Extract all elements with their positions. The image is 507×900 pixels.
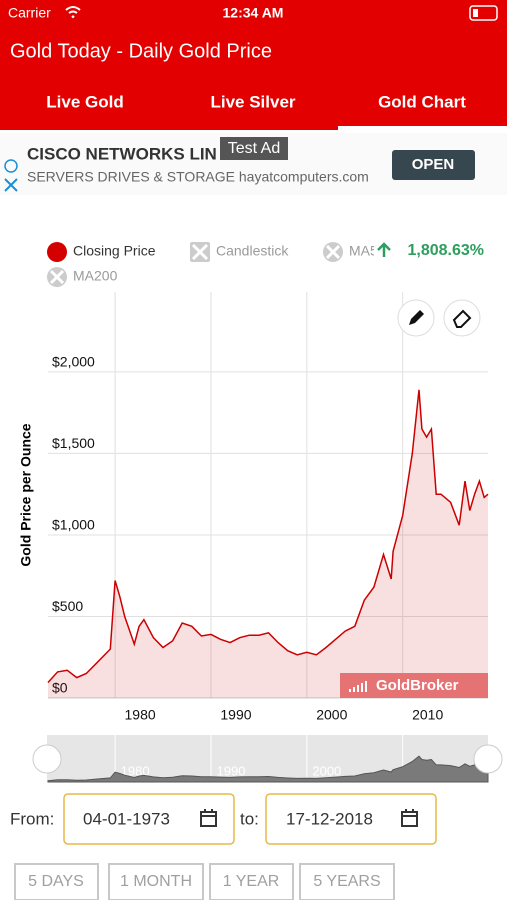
legend-toggle[interactable] <box>323 242 343 262</box>
navigator-area <box>47 755 489 783</box>
x-tick-label: 2010 <box>412 707 443 723</box>
active-tab-indicator <box>338 126 507 130</box>
legend-label[interactable]: Candlestick <box>216 243 289 259</box>
ad-close-icon[interactable] <box>4 178 18 192</box>
from-date[interactable]: 04-01-1973 <box>83 809 170 828</box>
range-button[interactable] <box>209 863 294 900</box>
range-button[interactable] <box>14 863 99 900</box>
x-tick-label: 2000 <box>316 707 347 723</box>
legend-label[interactable]: MA5 <box>349 243 378 259</box>
ad-open-button[interactable] <box>392 150 475 180</box>
area <box>48 389 488 698</box>
y-tick-label: $2,000 <box>52 354 95 370</box>
from-label: From: <box>10 809 54 828</box>
navigator-tick-label: 1980 <box>121 763 150 778</box>
range-button-label[interactable]: 5 DAYS <box>28 873 84 890</box>
x-tick-label: 1980 <box>125 707 156 723</box>
plot: $0 $500 $1,000 $1,500 $2,000 1980 1990 2000 2010 <box>47 292 489 723</box>
change-bg <box>374 240 486 262</box>
range-button-label[interactable]: 1 YEAR <box>223 873 280 890</box>
ad-open-label[interactable]: OPEN <box>412 156 455 173</box>
to-date[interactable]: 17-12-2018 <box>286 809 373 828</box>
range-button[interactable] <box>108 863 204 900</box>
app-title: Gold Today - Daily Gold Price <box>10 40 272 62</box>
range-button[interactable] <box>299 863 395 900</box>
price-line <box>47 389 489 684</box>
ad-headline[interactable]: CISCO NETWORKS LIN <box>27 144 217 163</box>
test-ad-badge <box>220 137 288 160</box>
erase-button[interactable] <box>443 299 481 337</box>
watermark-icon <box>349 681 367 692</box>
ad-info-icon[interactable] <box>4 159 18 173</box>
battery-level <box>473 9 478 17</box>
test-ad-label: Test Ad <box>228 140 280 157</box>
navigator-handle[interactable] <box>32 744 62 774</box>
y-tick-label: $1,000 <box>52 517 95 533</box>
range-button-label[interactable]: 1 MONTH <box>120 873 192 890</box>
pencil-icon[interactable] <box>409 310 424 325</box>
battery <box>469 5 498 21</box>
ad-subline[interactable]: SERVERS DRIVES & STORAGE hayatcomputers.… <box>27 169 369 185</box>
to-label: to: <box>240 809 259 828</box>
y-axis-title: Gold Price per Ounce <box>18 423 34 566</box>
from-date-input[interactable] <box>63 793 235 845</box>
legend-toggle[interactable] <box>47 267 67 287</box>
to-date-input[interactable] <box>265 793 437 845</box>
y-tick-label: $500 <box>52 598 83 614</box>
up-arrow <box>377 242 391 257</box>
tab[interactable]: Live Gold <box>46 92 123 111</box>
navigator-handle[interactable] <box>473 744 503 774</box>
range-button-label[interactable]: 5 YEARS <box>313 873 380 890</box>
navigator-tick-label: 1990 <box>217 763 246 778</box>
calendar-icon[interactable] <box>401 809 418 827</box>
legend-label[interactable]: Closing Price <box>73 243 156 259</box>
watermark-bg <box>340 673 488 698</box>
legend-label[interactable]: MA200 <box>73 268 118 284</box>
x-tick-label: 1990 <box>220 707 251 723</box>
clock: 12:34 AM <box>223 5 284 21</box>
legend-toggle[interactable] <box>190 242 210 262</box>
calendar-icon[interactable] <box>200 809 217 827</box>
eraser-icon[interactable] <box>452 309 472 328</box>
y-tick-label: $0 <box>52 680 68 696</box>
navigator-tick-label: 2000 <box>312 763 341 778</box>
tab[interactable]: Live Silver <box>210 92 295 111</box>
watermark: GoldBroker <box>376 677 459 694</box>
legend-swatch[interactable] <box>47 242 67 262</box>
y-tick-label: $1,500 <box>52 435 95 451</box>
price-change: 1,808.63% <box>407 242 484 259</box>
carrier: Carrier <box>8 5 51 21</box>
tab[interactable]: Gold Chart <box>378 92 466 111</box>
header-bg <box>0 0 507 130</box>
wifi-icon <box>65 6 81 19</box>
